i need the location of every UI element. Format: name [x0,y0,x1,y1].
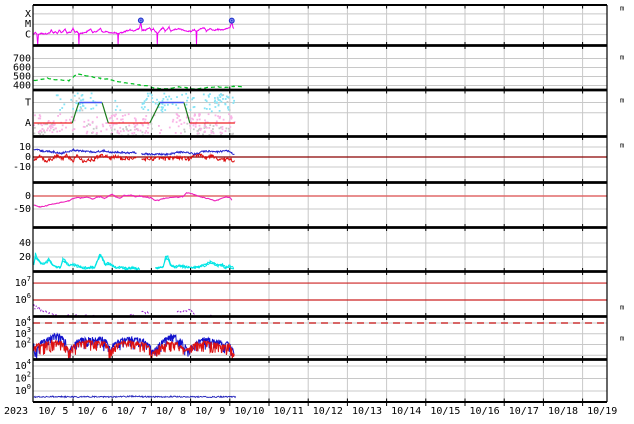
y-tick-label: A [25,117,31,128]
y-tick-label: X [25,8,31,19]
day-label: 10/15 [430,406,460,417]
day-label: 10/ 8 [156,406,186,417]
flag-label: m [620,142,624,150]
series-sector-ramp [149,102,161,124]
series-proton-red [33,338,235,360]
day-label: 10/ 9 [195,406,225,417]
series-density2 [33,255,141,271]
y-tick-label: 102 [15,336,31,350]
day-label: 10/16 [470,406,500,417]
day-label: 10/ 6 [78,406,108,417]
series-electron [74,314,80,317]
y-tick-label: 0 [25,191,31,202]
series-electron [33,304,58,316]
series-speed [33,72,244,91]
series-electron [129,312,134,316]
y-tick-label: 500 [13,71,31,82]
day-label: 10/ 7 [117,406,147,417]
series-sector-ramp [101,102,109,124]
series-bottom-trace [33,394,237,399]
y-tick-label: 104 [15,315,31,329]
series-bz [141,153,235,163]
y-tick-label: T [25,97,31,108]
series-dst [33,192,233,208]
day-label: 10/18 [548,406,578,417]
y-tick-label: 106 [15,292,31,306]
y-tick-label: 10 [19,142,31,153]
axis-ticks [72,5,584,406]
y-tick-label: 40 [19,237,31,248]
y-tick-label: 103 [15,326,31,340]
flare-event-markers [137,17,235,24]
threshold-lines [33,156,607,324]
flag-label: m [620,335,624,343]
day-label: 10/11 [274,406,304,417]
day-label: 10/12 [313,406,343,417]
day-label: 10/19 [587,406,617,417]
y-tick-label: 107 [15,275,31,289]
series-xray [33,20,235,46]
day-label: 10/17 [509,406,539,417]
day-gridlines [33,5,607,402]
day-label: 10/ 5 [38,406,68,417]
day-label: 10/14 [391,406,421,417]
series-electron [176,308,195,315]
y-tick-label: -10 [13,162,31,173]
y-tick-label: 104 [15,358,31,372]
flag-label: m [620,54,624,62]
series-sector-ramp [183,102,191,124]
series-bt [33,147,137,156]
y-tick-label: 0 [25,152,31,163]
x-axis-labels: 2023 10/ 5 10/ 6 10/ 7 10/ 8 10/ 9 10/10 10/11 1… [4,406,617,417]
day-label: 10/13 [352,406,382,417]
y-tick-label: 700 [13,53,31,64]
series-bz [33,153,137,164]
y-tick-label: 400 [13,80,31,91]
y-axis-labels: XMC700600500400TA100-100-504020107106104… [13,8,31,396]
series-electron [141,310,150,315]
y-tick-label: 102 [15,371,31,385]
y-tick-label: M [25,19,31,30]
flag-label: m [620,97,624,105]
y-tick-label: C [25,29,31,40]
day-label: 10/10 [234,406,264,417]
flag-label: m [620,304,624,312]
y-tick-label: 100 [15,383,31,397]
series-bt [141,149,235,157]
flag-label: m [620,5,624,13]
year-label: 2023 [4,406,28,417]
y-tick-label: 600 [13,62,31,73]
series-sector-ramp [71,102,80,124]
plot-frame [32,4,608,403]
data-series [33,20,244,399]
series-density2 [155,256,234,270]
y-tick-label: 20 [19,251,31,262]
sector-scatter [33,92,236,137]
right-flag-labels: m m m m m m [620,5,624,343]
y-tick-label: -50 [13,204,31,215]
